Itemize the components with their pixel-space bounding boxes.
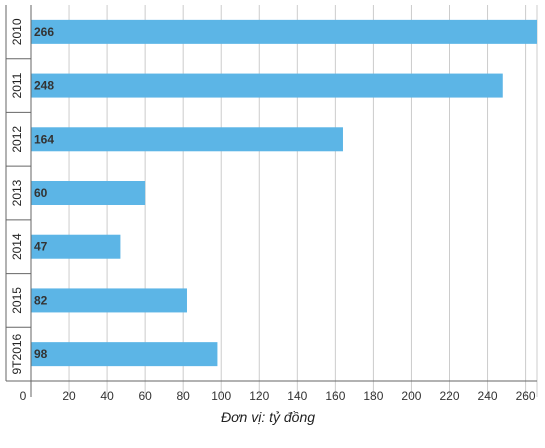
x-tick-label: 100 [211,389,231,403]
axes [5,5,537,397]
x-tick-label: 180 [363,389,383,403]
data-label-9T2016: 98 [34,347,48,361]
category-label-2013: 2013 [10,179,24,206]
x-tick-label: 140 [287,389,307,403]
bar-2012 [31,127,343,152]
bars: 266 248 164 60 47 82 98 [31,19,537,367]
x-tick-label: 40 [100,389,114,403]
data-label-2013: 60 [34,186,48,200]
x-tick-label: 220 [439,389,459,403]
category-label-9T2016: 9T2016 [10,333,24,374]
bar-2010 [31,19,537,44]
bar-2011 [31,73,503,98]
category-label-2014: 2014 [10,233,24,260]
x-tick-label: 0 [20,389,27,403]
bar-2013 [31,181,146,205]
x-tick-label: 240 [478,389,498,403]
x-tick-label: 260 [516,389,536,403]
data-label-2010: 266 [34,25,54,39]
x-tick-label: 200 [401,389,421,403]
category-label-2015: 2015 [10,287,24,314]
x-tick-label: 60 [138,389,152,403]
category-label-2012: 2012 [10,126,24,153]
bar-2015 [31,288,187,313]
data-label-2011: 248 [34,79,54,93]
grid-lines [68,5,538,397]
bar-9T2016 [31,342,218,367]
data-label-2015: 82 [34,293,48,307]
x-tick-label: 160 [325,389,345,403]
data-label-2014: 47 [34,240,48,254]
x-axis-label: Đơn vị: tỷ đồng [221,409,315,425]
category-labels: 2010 2011 2012 2013 2014 2015 9T2016 [10,18,24,374]
category-label-2011: 2011 [10,72,24,98]
category-label-2010: 2010 [10,18,24,45]
bar-2014 [31,234,121,259]
x-tick-label: 120 [249,389,269,403]
x-tick-label: 80 [177,389,191,403]
x-tick-labels: 0 20 40 60 80 100 120 140 160 180 200 220 240 260 [20,389,536,403]
data-label-2012: 164 [34,132,54,146]
x-tick-label: 20 [62,389,76,403]
